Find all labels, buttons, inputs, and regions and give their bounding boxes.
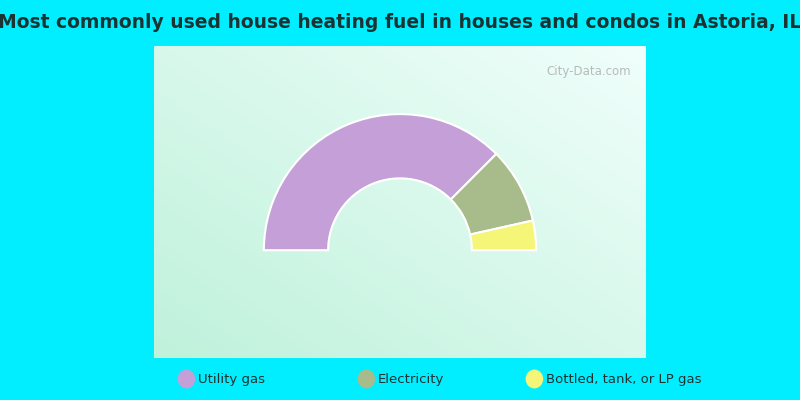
Text: City-Data.com: City-Data.com (546, 65, 631, 78)
Text: Utility gas: Utility gas (198, 372, 265, 386)
Text: Electricity: Electricity (378, 372, 444, 386)
Text: Most commonly used house heating fuel in houses and condos in Astoria, IL: Most commonly used house heating fuel in… (0, 14, 800, 32)
Ellipse shape (358, 370, 375, 388)
Wedge shape (264, 114, 496, 250)
Text: Bottled, tank, or LP gas: Bottled, tank, or LP gas (546, 372, 701, 386)
Wedge shape (451, 154, 533, 234)
Wedge shape (470, 220, 536, 250)
Ellipse shape (178, 370, 195, 388)
Ellipse shape (526, 370, 543, 388)
